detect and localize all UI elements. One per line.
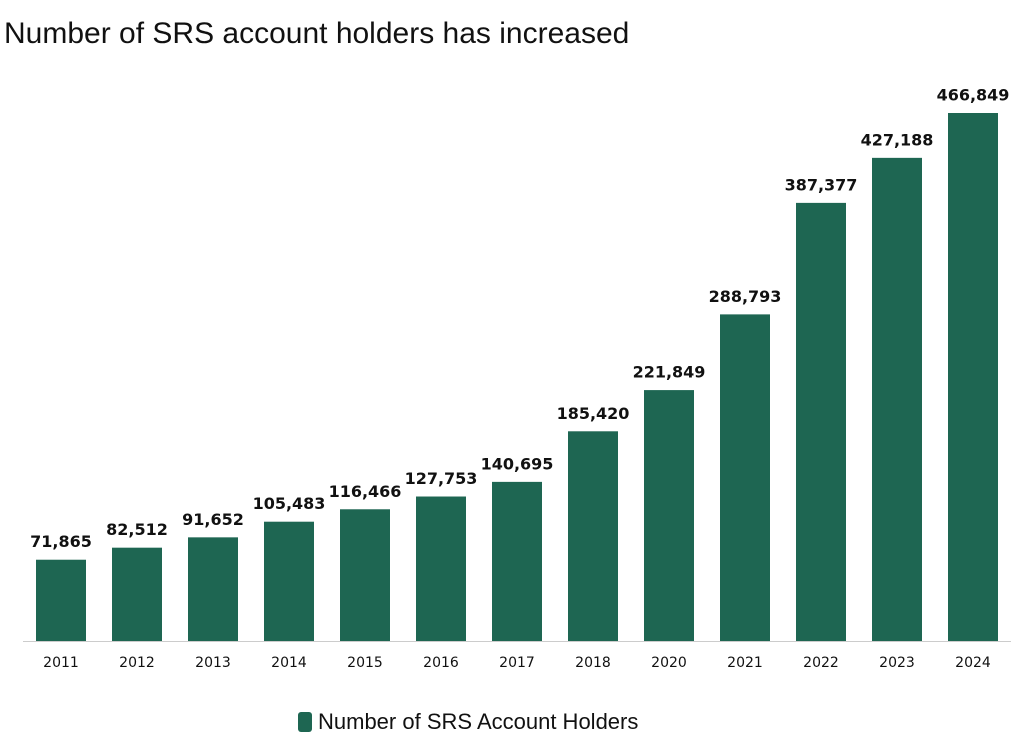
bar [796, 202, 846, 641]
value-label: 387,377 [785, 175, 858, 194]
x-tick-label: 2022 [803, 655, 839, 671]
x-tick-label: 2024 [955, 655, 991, 671]
bar [568, 431, 618, 641]
bar [340, 509, 390, 641]
bar [492, 481, 542, 641]
bar [264, 521, 314, 641]
bar [872, 157, 922, 641]
value-label: 140,695 [481, 454, 554, 473]
value-label: 288,793 [709, 287, 782, 306]
value-label: 116,466 [329, 482, 402, 501]
value-label: 221,849 [633, 363, 706, 382]
value-label: 91,652 [182, 510, 244, 529]
bar [720, 314, 770, 641]
bar [644, 390, 694, 641]
x-tick-label: 2016 [423, 655, 459, 671]
x-tick-label: 2023 [879, 655, 915, 671]
x-tick-label: 2014 [271, 655, 307, 671]
x-tick-label: 2015 [347, 655, 383, 671]
value-label: 466,849 [937, 86, 1010, 105]
x-tick-label: 2017 [499, 655, 535, 671]
bar [188, 537, 238, 641]
legend-swatch [298, 712, 312, 732]
bar [36, 559, 86, 641]
x-tick-label: 2021 [727, 655, 763, 671]
x-tick-label: 2013 [195, 655, 231, 671]
x-tick-label: 2018 [575, 655, 611, 671]
value-label: 105,483 [253, 494, 326, 513]
bar [948, 113, 998, 641]
bar [112, 547, 162, 641]
value-label: 71,865 [30, 532, 92, 551]
bar [416, 496, 466, 641]
x-tick-label: 2020 [651, 655, 687, 671]
value-label: 82,512 [106, 520, 168, 539]
x-tick-label: 2012 [119, 655, 155, 671]
value-label: 127,753 [405, 469, 478, 488]
value-label: 427,188 [861, 130, 934, 149]
chart-title: Number of SRS account holders has increa… [4, 17, 629, 50]
value-label: 185,420 [557, 404, 630, 423]
x-tick-label: 2011 [43, 655, 79, 671]
legend-label: Number of SRS Account Holders [318, 709, 638, 734]
